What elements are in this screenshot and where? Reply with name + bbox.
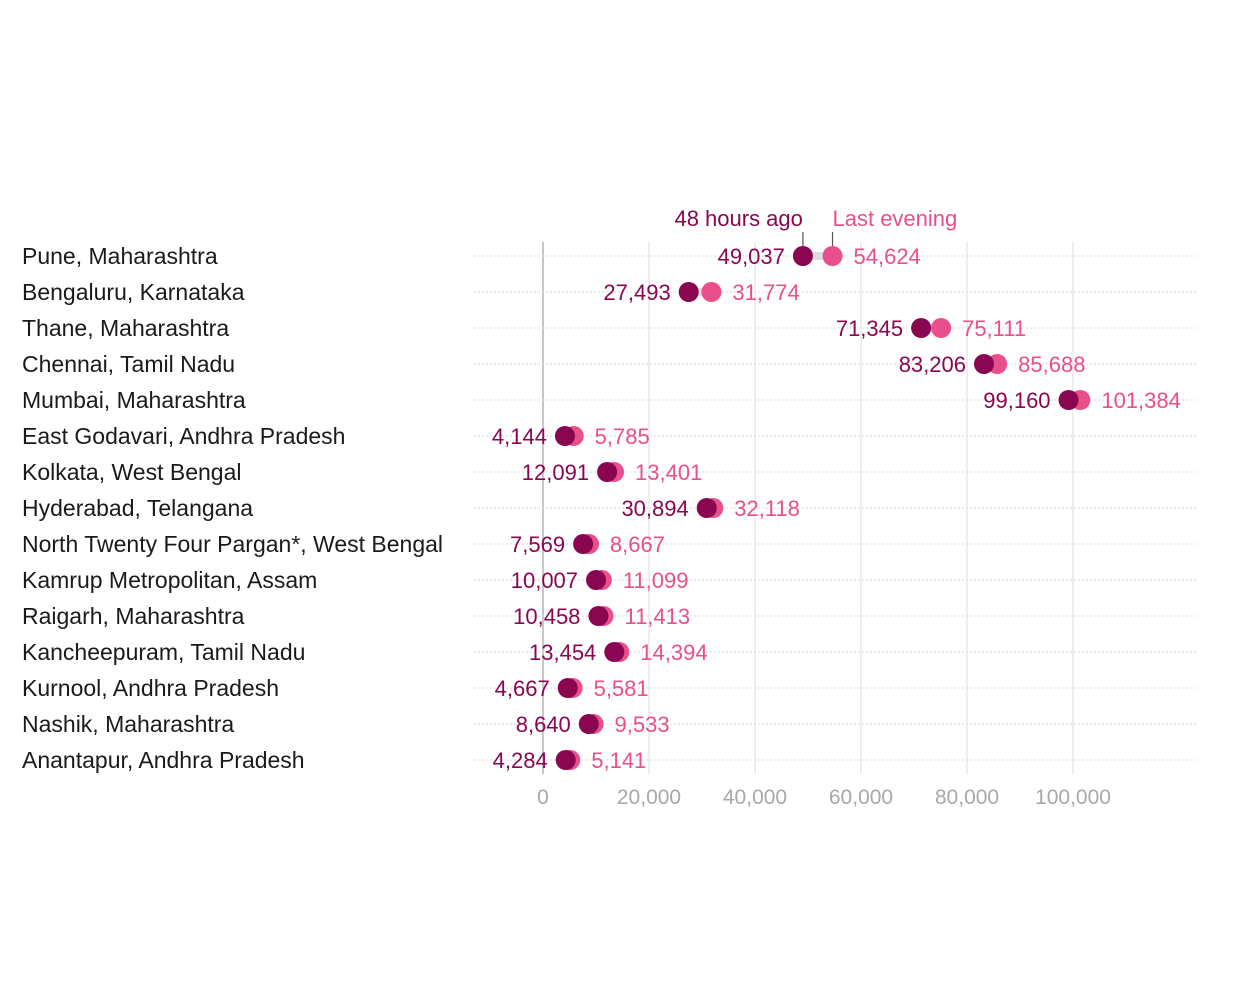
rows-layer: Pune, Maharashtra 49,037 54,624 Bengaluru, … bbox=[22, 243, 1198, 773]
row-label: Kamrup Metropolitan, Assam bbox=[22, 567, 317, 593]
last-evening-value: 75,111 bbox=[962, 316, 1026, 341]
48-hours-ago-dot bbox=[555, 750, 576, 770]
chart-row: Kurnool, Andhra Pradesh 4,667 5,581 bbox=[22, 675, 1198, 701]
chart-row: Mumbai, Maharashtra 99,160 101,384 bbox=[22, 387, 1198, 413]
chart-row: Pune, Maharashtra 49,037 54,624 bbox=[22, 243, 1198, 269]
last-evening-value: 32,118 bbox=[734, 496, 800, 521]
48-hours-ago-value: 13,454 bbox=[529, 640, 596, 665]
legend-before-label: 48 hours ago bbox=[674, 206, 802, 231]
48-hours-ago-value: 4,144 bbox=[492, 424, 547, 449]
48-hours-ago-dot bbox=[604, 642, 625, 662]
48-hours-ago-dot bbox=[678, 282, 699, 302]
x-tick-label: 20,000 bbox=[617, 786, 681, 809]
last-evening-value: 8,667 bbox=[610, 532, 665, 557]
x-tick-label: 100,000 bbox=[1035, 786, 1111, 809]
chart-row: Hyderabad, Telangana 30,894 32,118 bbox=[22, 495, 1198, 521]
last-evening-value: 14,394 bbox=[640, 640, 707, 665]
chart-row: North Twenty Four Pargan*, West Bengal 7,… bbox=[22, 531, 1198, 557]
chart-row: Chennai, Tamil Nadu 83,206 85,688 bbox=[22, 351, 1198, 377]
last-evening-value: 5,785 bbox=[595, 424, 650, 449]
last-evening-dot bbox=[822, 246, 843, 266]
last-evening-value: 101,384 bbox=[1101, 388, 1181, 413]
48-hours-ago-value: 27,493 bbox=[603, 280, 670, 305]
row-label: Nashik, Maharashtra bbox=[22, 711, 234, 737]
x-axis: 0 20,000 40,000 60,000 80,000 100,000 bbox=[537, 786, 1111, 809]
last-evening-value: 54,624 bbox=[854, 244, 921, 269]
48-hours-ago-dot bbox=[588, 606, 609, 626]
row-label: Anantapur, Andhra Pradesh bbox=[22, 747, 305, 773]
x-tick-label: 40,000 bbox=[723, 786, 787, 809]
48-hours-ago-value: 12,091 bbox=[522, 460, 589, 485]
48-hours-ago-value: 4,667 bbox=[495, 676, 550, 701]
chart-row: Raigarh, Maharashtra 10,458 11,413 bbox=[22, 603, 1198, 629]
48-hours-ago-dot bbox=[578, 714, 599, 734]
last-evening-value: 13,401 bbox=[635, 460, 702, 485]
48-hours-ago-value: 83,206 bbox=[899, 352, 966, 377]
row-label: Thane, Maharashtra bbox=[22, 315, 229, 341]
48-hours-ago-dot bbox=[696, 498, 717, 518]
last-evening-value: 5,581 bbox=[594, 676, 649, 701]
48-hours-ago-dot bbox=[554, 426, 575, 446]
48-hours-ago-dot bbox=[573, 534, 594, 554]
last-evening-dot bbox=[931, 318, 952, 338]
chart-row: Thane, Maharashtra 71,345 75,111 bbox=[22, 315, 1198, 341]
last-evening-value: 31,774 bbox=[732, 280, 799, 305]
48-hours-ago-value: 10,458 bbox=[513, 604, 580, 629]
48-hours-ago-value: 71,345 bbox=[836, 316, 903, 341]
last-evening-value: 85,688 bbox=[1018, 352, 1085, 377]
x-tick-label: 80,000 bbox=[935, 786, 999, 809]
row-label: Kolkata, West Bengal bbox=[22, 459, 241, 485]
48-hours-ago-value: 8,640 bbox=[516, 712, 571, 737]
48-hours-ago-dot bbox=[973, 354, 994, 374]
last-evening-dot bbox=[701, 282, 722, 302]
last-evening-value: 9,533 bbox=[615, 712, 670, 737]
48-hours-ago-dot bbox=[586, 570, 607, 590]
row-label: Pune, Maharashtra bbox=[22, 243, 218, 269]
row-label: Kurnool, Andhra Pradesh bbox=[22, 675, 279, 701]
row-label: East Godavari, Andhra Pradesh bbox=[22, 423, 345, 449]
row-label: North Twenty Four Pargan*, West Bengal bbox=[22, 531, 443, 557]
row-label: Hyderabad, Telangana bbox=[22, 495, 253, 521]
48-hours-ago-value: 4,284 bbox=[493, 748, 548, 773]
row-label: Kancheepuram, Tamil Nadu bbox=[22, 639, 305, 665]
row-label: Mumbai, Maharashtra bbox=[22, 387, 246, 413]
48-hours-ago-dot bbox=[1058, 390, 1079, 410]
chart-row: Kamrup Metropolitan, Assam 10,007 11,099 bbox=[22, 567, 1198, 593]
legend: 48 hours ago Last evening bbox=[674, 206, 957, 246]
row-label: Chennai, Tamil Nadu bbox=[22, 351, 235, 377]
x-tick-label: 0 bbox=[537, 786, 549, 809]
row-label: Raigarh, Maharashtra bbox=[22, 603, 245, 629]
48-hours-ago-dot bbox=[792, 246, 813, 266]
48-hours-ago-dot bbox=[597, 462, 618, 482]
chart-row: Kolkata, West Bengal 12,091 13,401 bbox=[22, 459, 1198, 485]
legend-after-label: Last evening bbox=[833, 206, 958, 231]
chart-row: Anantapur, Andhra Pradesh 4,284 5,141 bbox=[22, 747, 1198, 773]
48-hours-ago-value: 7,569 bbox=[510, 532, 565, 557]
48-hours-ago-dot bbox=[911, 318, 932, 338]
chart-row: Kancheepuram, Tamil Nadu 13,454 14,394 bbox=[22, 639, 1198, 665]
last-evening-value: 5,141 bbox=[591, 748, 646, 773]
last-evening-value: 11,413 bbox=[624, 604, 690, 629]
48-hours-ago-value: 49,037 bbox=[718, 244, 785, 269]
48-hours-ago-dot bbox=[557, 678, 578, 698]
chart-row: Bengaluru, Karnataka 27,493 31,774 bbox=[22, 279, 1198, 305]
48-hours-ago-value: 30,894 bbox=[621, 496, 688, 521]
last-evening-value: 11,099 bbox=[623, 568, 689, 593]
chart-row: Nashik, Maharashtra 8,640 9,533 bbox=[22, 711, 1198, 737]
48-hours-ago-value: 99,160 bbox=[983, 388, 1050, 413]
row-label: Bengaluru, Karnataka bbox=[22, 279, 245, 305]
chart-row: East Godavari, Andhra Pradesh 4,144 5,785 bbox=[22, 423, 1198, 449]
48-hours-ago-value: 10,007 bbox=[511, 568, 578, 593]
x-tick-label: 60,000 bbox=[829, 786, 893, 809]
